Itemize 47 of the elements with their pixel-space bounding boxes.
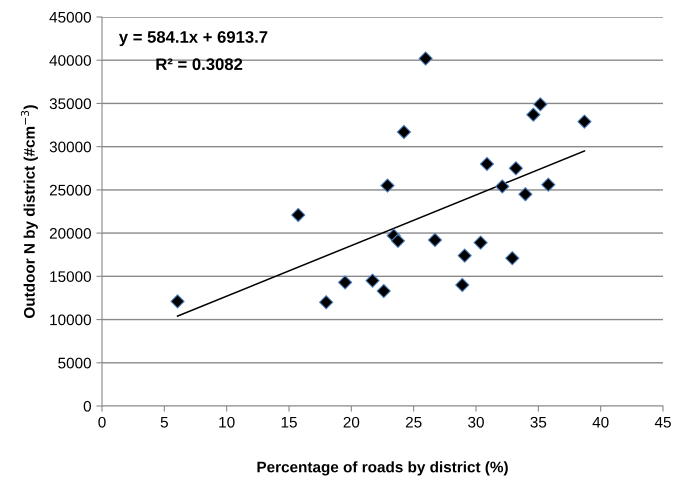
- point: [418, 51, 433, 66]
- y-tick-label: 30000: [50, 142, 91, 152]
- y-tick-label: 15000: [50, 271, 91, 282]
- point: [458, 248, 472, 263]
- x-tick-label: 0: [98, 416, 106, 428]
- annotation: y = 584.1x + 6913.7: [118, 31, 268, 46]
- point: [505, 251, 520, 266]
- point: [455, 278, 470, 292]
- x-tick-label: 45: [654, 416, 671, 428]
- y-tick-label: 0: [84, 400, 91, 412]
- point: [473, 235, 488, 250]
- point: [526, 108, 540, 122]
- x-tick-label: 5: [160, 416, 168, 428]
- point: [428, 232, 442, 248]
- y-tick-label: 20000: [50, 228, 91, 239]
- point: [291, 208, 306, 222]
- point: [495, 179, 510, 194]
- y-tick-label: 45000: [49, 12, 91, 23]
- point: [396, 124, 412, 140]
- point: [541, 178, 556, 192]
- point: [533, 97, 548, 112]
- point: [380, 178, 395, 193]
- point: [376, 284, 391, 298]
- y-tick-label: 10000: [50, 314, 91, 326]
- x-tick-label: 35: [530, 416, 546, 428]
- x-tick-label: 30: [468, 416, 484, 428]
- x-tick-label: 20: [344, 416, 360, 428]
- x-tick-label: 10: [219, 416, 235, 428]
- y-tick-label: 5000: [58, 358, 91, 368]
- y-tick-label: 35000: [50, 98, 91, 110]
- point: [508, 161, 524, 176]
- point: [319, 295, 334, 310]
- x-tick-label: 15: [282, 416, 297, 428]
- point: [338, 275, 352, 290]
- point: [390, 234, 406, 248]
- point: [577, 114, 592, 129]
- y-axis-title: Outdoor N by district (#cm$^{−3}$): [20, 105, 38, 318]
- y-tick-label: 25000: [50, 184, 91, 196]
- y-tick-label: 40000: [49, 55, 91, 66]
- point: [365, 274, 380, 288]
- point: [518, 187, 533, 202]
- x-tick-label: 25: [406, 416, 422, 428]
- x-tick-label: 40: [592, 416, 609, 428]
- point: [480, 156, 494, 172]
- annotation: R² = 0.3082: [156, 58, 242, 70]
- point: [170, 294, 185, 309]
- x-axis-title: Percentage of roads by district (%): [257, 461, 508, 476]
